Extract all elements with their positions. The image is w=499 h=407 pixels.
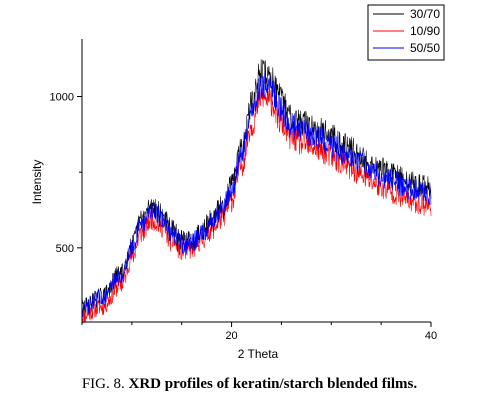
figure-caption-label: FIG. 8. <box>81 376 125 392</box>
figure-caption: FIG. 8. XRD profiles of keratin/starch b… <box>0 376 499 393</box>
x-tick-label: 40 <box>425 330 437 342</box>
series-line-50-50 <box>81 72 432 318</box>
series-line-30-70 <box>81 59 432 314</box>
series-group <box>81 59 432 324</box>
y-tick-label: 1000 <box>50 92 74 104</box>
figure-caption-text: XRD profiles of keratin/starch blended f… <box>128 376 418 392</box>
legend-label: 50/50 <box>410 41 440 55</box>
x-axis-title: 2 Theta <box>238 347 279 361</box>
x-tick-label: 20 <box>225 330 237 342</box>
series-line-10-90 <box>81 87 432 324</box>
legend-label: 10/90 <box>410 24 440 38</box>
legend: 30/70 10/90 50/50 <box>367 4 445 61</box>
axes-group: 20 40 500 1000 <box>50 39 437 342</box>
y-tick-label: 500 <box>56 243 74 255</box>
legend-label: 30/70 <box>410 7 440 21</box>
y-axis-title: Intensity <box>30 160 44 205</box>
